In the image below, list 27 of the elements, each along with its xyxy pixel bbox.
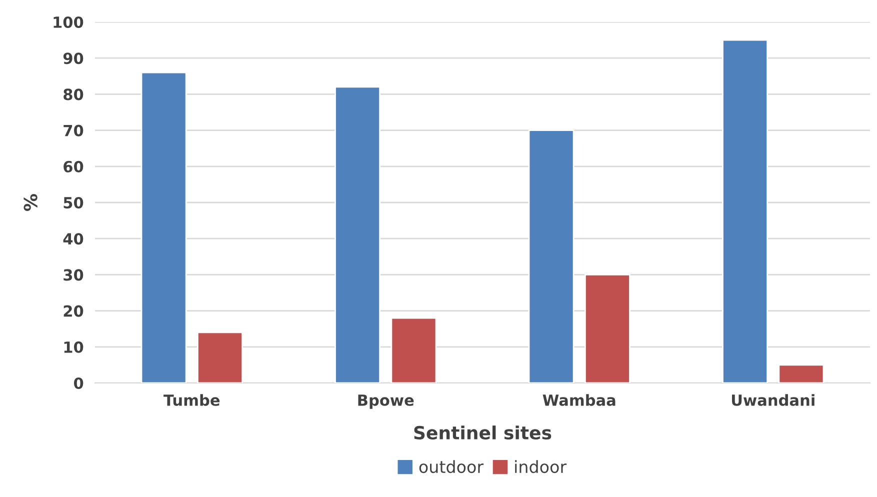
y-tick-label: 50 xyxy=(64,196,84,209)
legend-label: outdoor xyxy=(419,460,484,474)
y-tick-label: 60 xyxy=(64,160,84,172)
bar xyxy=(334,86,381,383)
x-tick-label: Wambaa xyxy=(542,394,616,406)
y-tick-label: 0 xyxy=(74,377,84,390)
bar xyxy=(778,364,824,383)
y-tick-label: 10 xyxy=(64,341,84,353)
y-axis-title: % xyxy=(24,194,38,211)
y-tick-label: 90 xyxy=(63,52,84,64)
bar xyxy=(528,130,574,383)
bar xyxy=(722,39,768,383)
x-axis-title: Sentinel sites xyxy=(414,426,552,440)
x-tick-label: Uwandani xyxy=(732,394,814,406)
bar xyxy=(390,317,437,383)
x-tick-label: Tumbe xyxy=(164,394,220,406)
y-tick-label: 70 xyxy=(64,124,84,136)
y-tick-label: 30 xyxy=(64,269,84,281)
y-tick-label: 100 xyxy=(54,16,84,28)
x-tick-label: Bpowe xyxy=(358,394,414,409)
y-tick-label: 80 xyxy=(64,88,84,100)
y-tick-label: 20 xyxy=(64,305,84,317)
bar xyxy=(196,332,243,383)
y-tick-label: 40 xyxy=(63,233,84,245)
bar xyxy=(584,274,630,383)
bar xyxy=(140,72,187,383)
legend-label: indoor xyxy=(515,460,567,474)
